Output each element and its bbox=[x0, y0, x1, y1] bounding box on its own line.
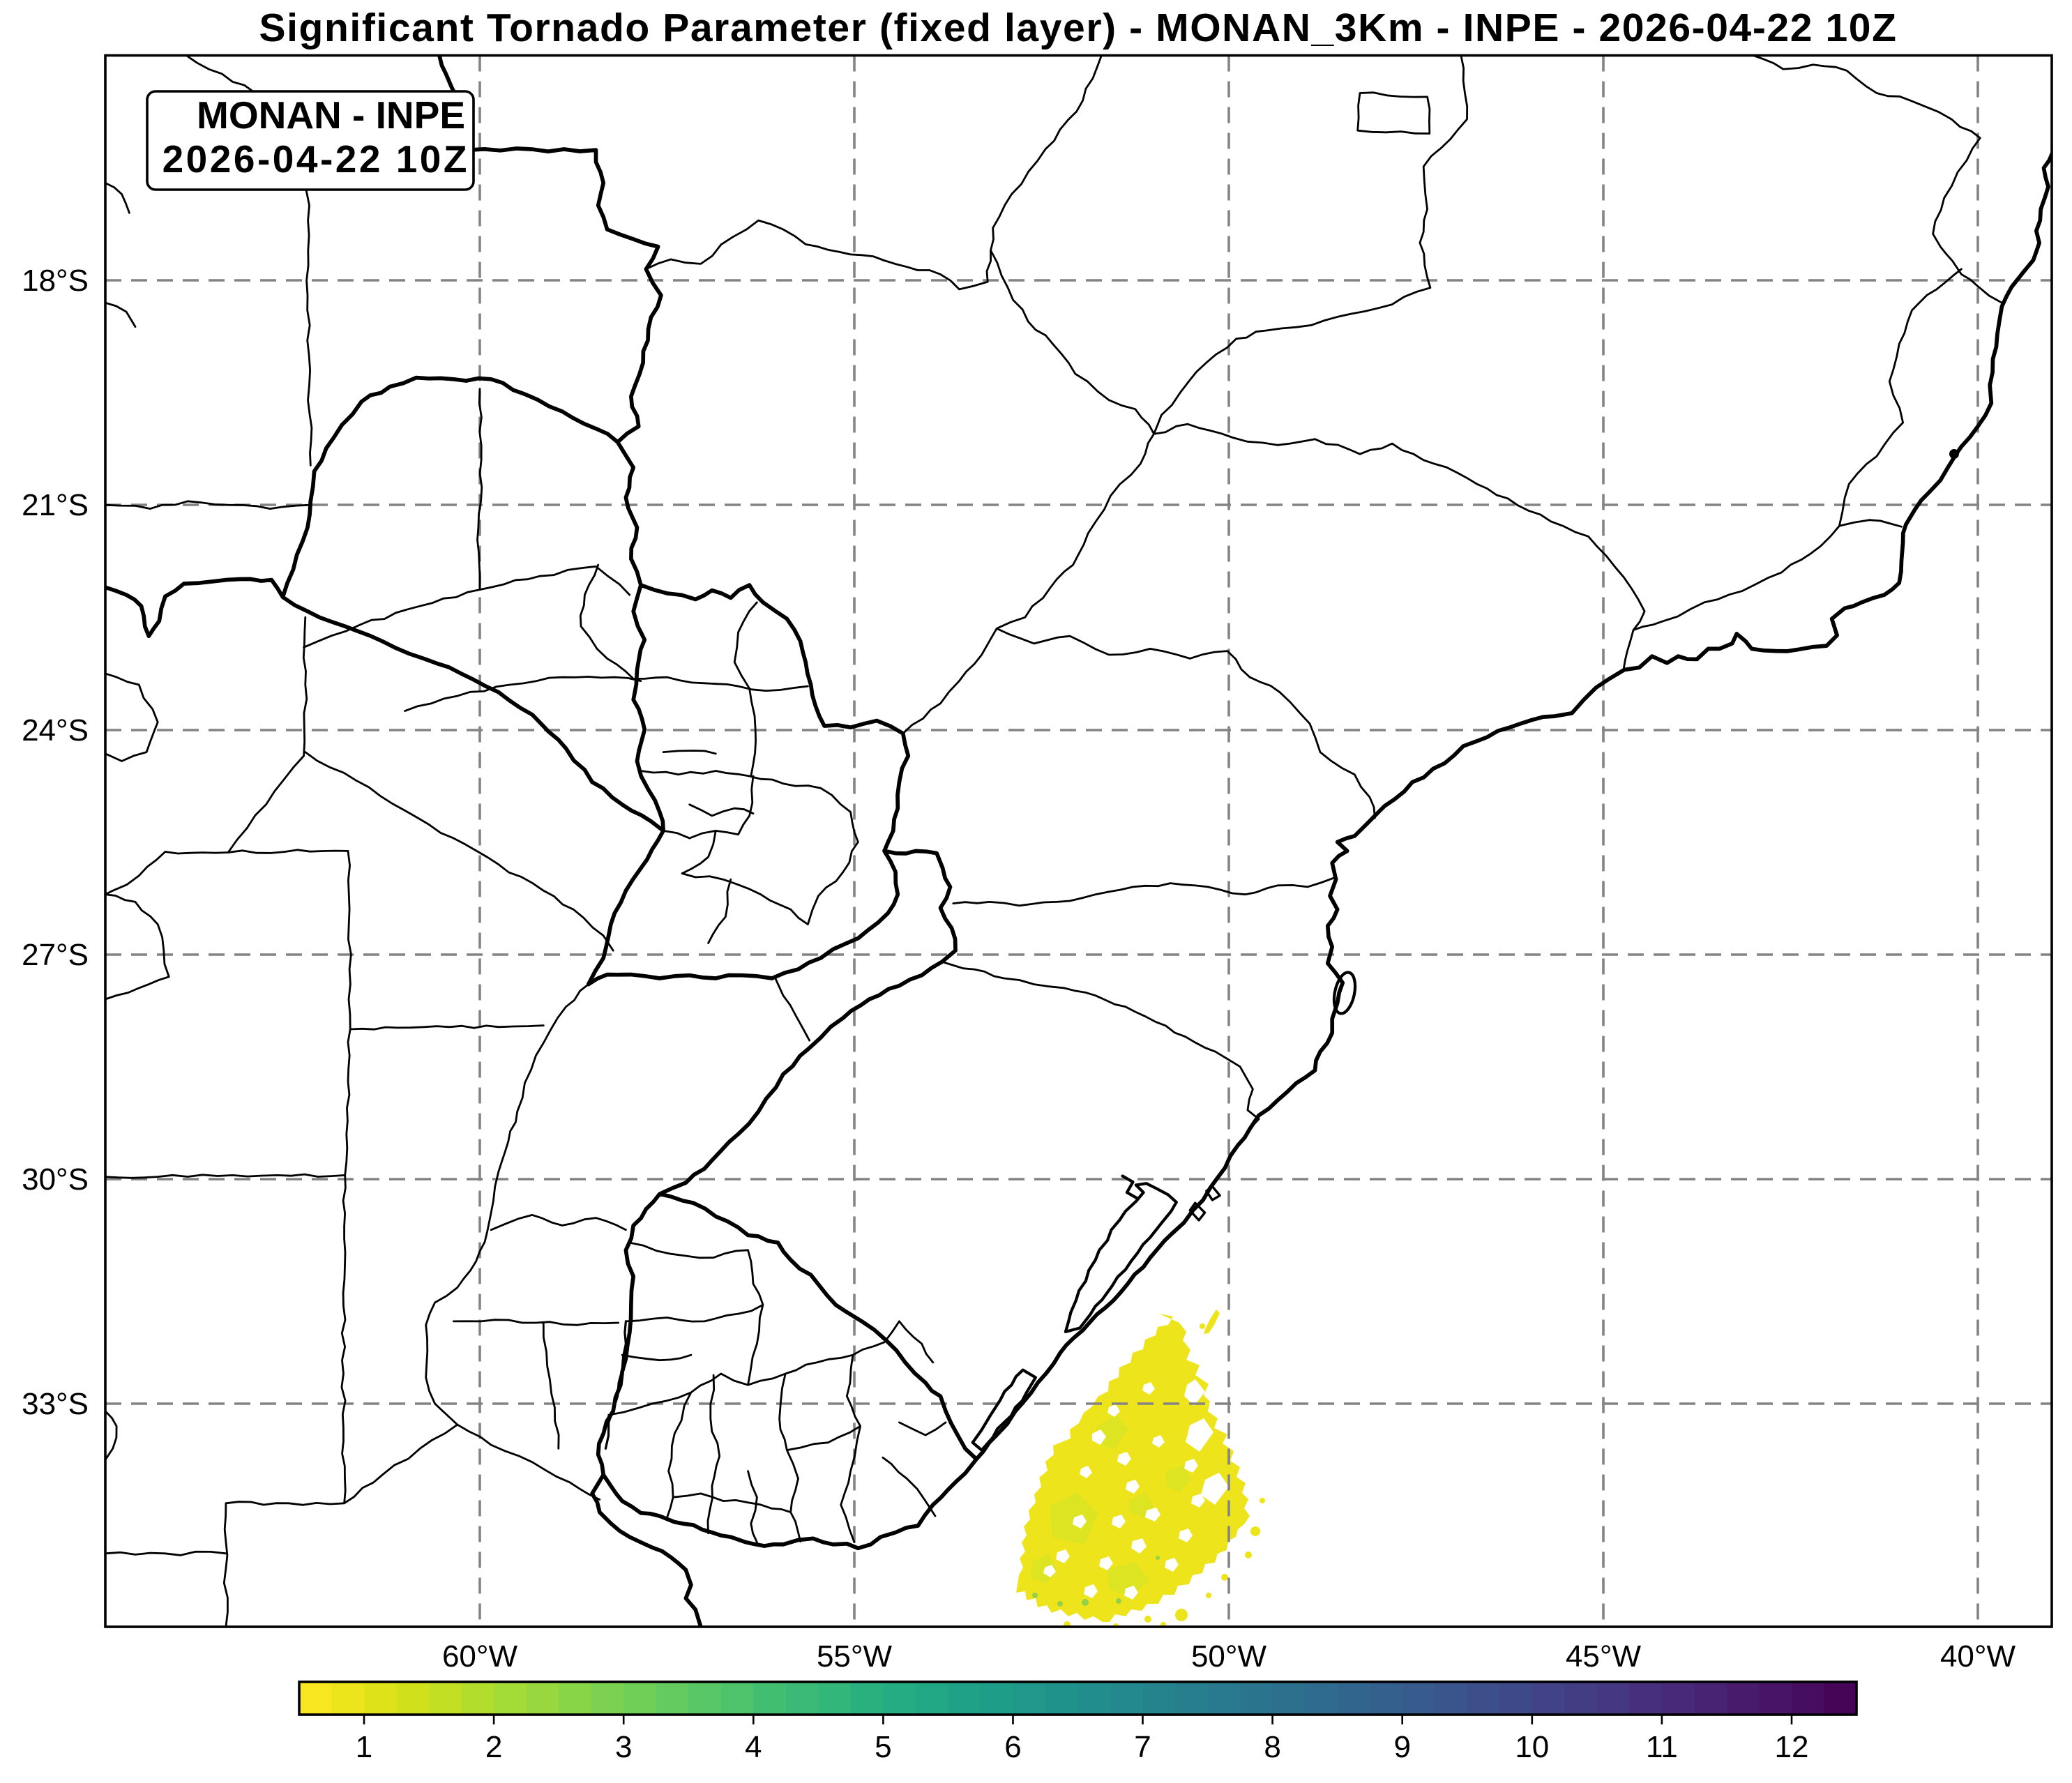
svg-text:50°W: 50°W bbox=[1191, 1639, 1267, 1674]
svg-text:55°W: 55°W bbox=[817, 1639, 893, 1674]
svg-text:11: 11 bbox=[1646, 1730, 1678, 1764]
svg-text:8: 8 bbox=[1264, 1730, 1280, 1764]
svg-text:1: 1 bbox=[356, 1730, 372, 1764]
svg-text:30°S: 30°S bbox=[22, 1162, 89, 1197]
svg-text:12: 12 bbox=[1775, 1730, 1809, 1764]
svg-text:5: 5 bbox=[875, 1730, 891, 1764]
svg-text:MONAN - INPE: MONAN - INPE bbox=[197, 93, 465, 137]
svg-text:7: 7 bbox=[1134, 1730, 1151, 1764]
svg-text:40°W: 40°W bbox=[1940, 1639, 2016, 1674]
svg-text:33°S: 33°S bbox=[22, 1387, 89, 1421]
svg-text:21°S: 21°S bbox=[22, 488, 89, 522]
svg-text:3: 3 bbox=[615, 1730, 632, 1764]
svg-text:2: 2 bbox=[485, 1730, 502, 1764]
svg-text:2026-04-22 10Z: 2026-04-22 10Z bbox=[162, 137, 469, 181]
svg-text:45°W: 45°W bbox=[1566, 1639, 1642, 1674]
svg-text:60°W: 60°W bbox=[442, 1639, 518, 1674]
svg-text:27°S: 27°S bbox=[22, 938, 89, 972]
svg-text:24°S: 24°S bbox=[22, 713, 89, 748]
svg-text:6: 6 bbox=[1004, 1730, 1021, 1764]
svg-text:9: 9 bbox=[1393, 1730, 1410, 1764]
svg-text:Significant Tornado Parameter: Significant Tornado Parameter (fixed lay… bbox=[259, 6, 1898, 50]
svg-text:18°S: 18°S bbox=[22, 264, 89, 298]
svg-text:4: 4 bbox=[745, 1730, 762, 1764]
svg-text:10: 10 bbox=[1515, 1730, 1549, 1764]
